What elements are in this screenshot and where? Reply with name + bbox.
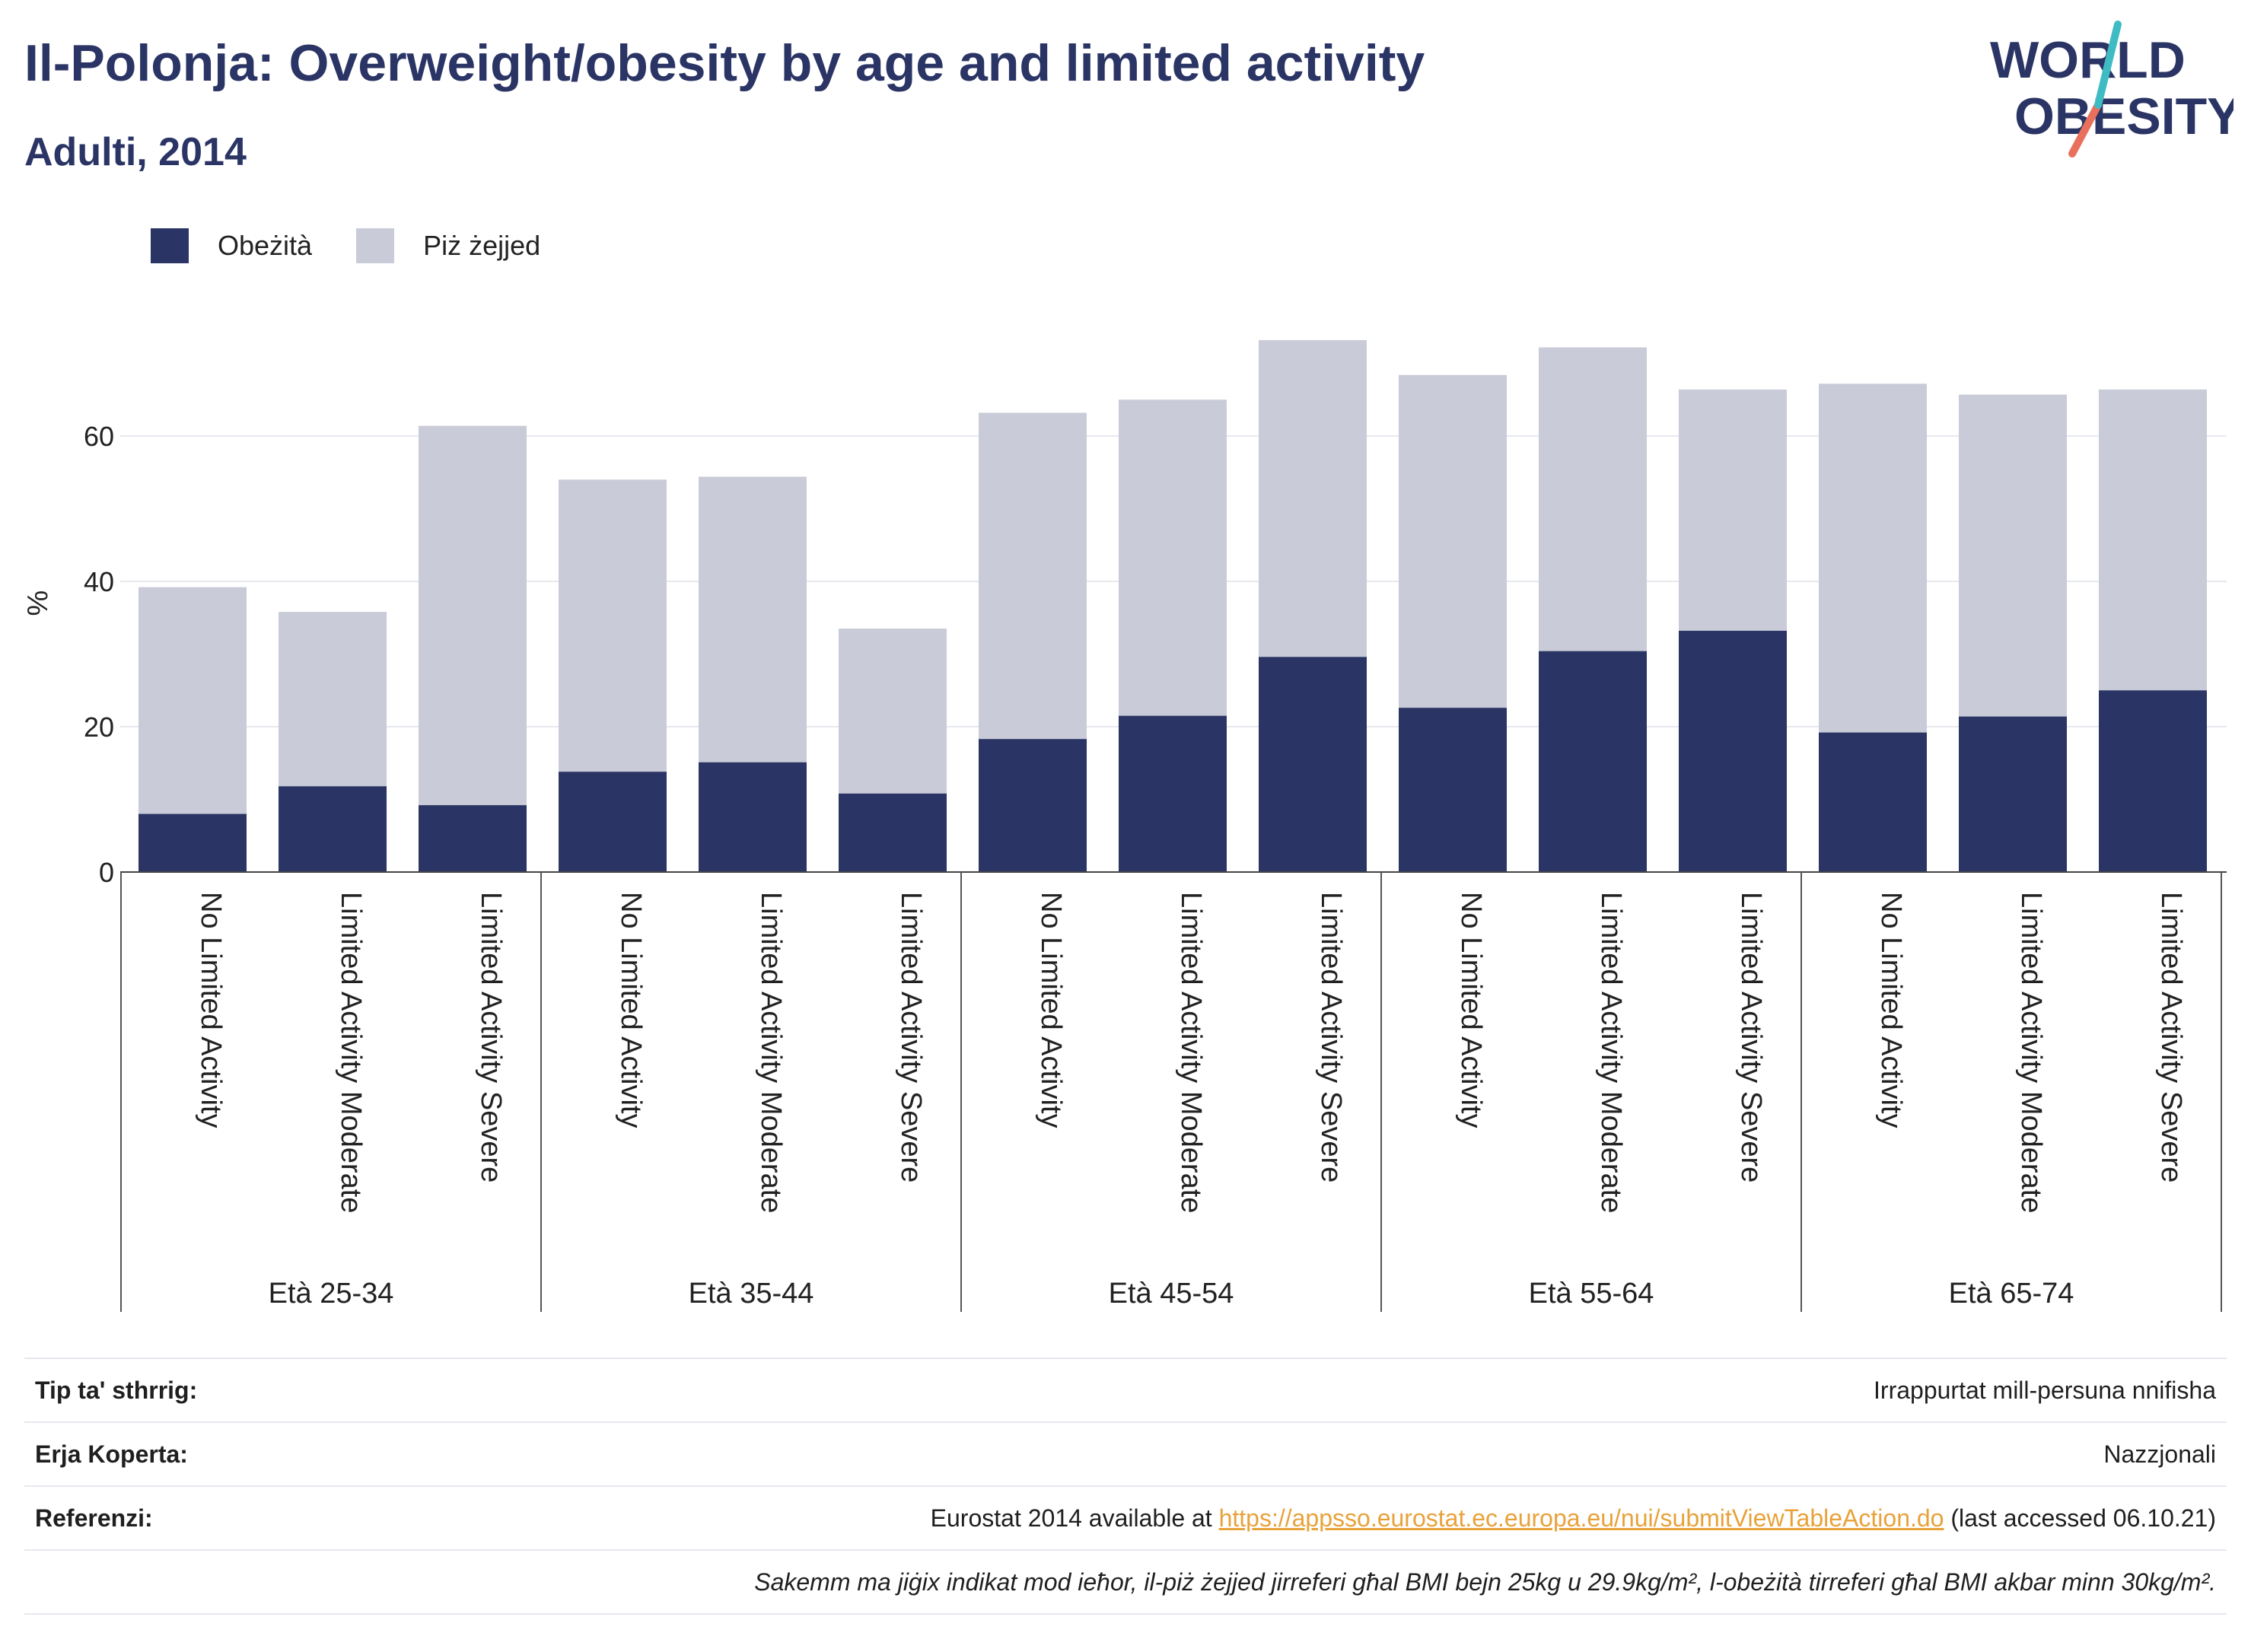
- bar-obesity: [279, 786, 387, 872]
- x-tick-label: No Limited Activity: [1875, 892, 1907, 1128]
- y-axis-label: %: [22, 590, 54, 616]
- legend-label-obesity: Obeżità: [218, 230, 313, 261]
- bar-obesity: [138, 813, 247, 872]
- reference-suffix: (last accessed 06.10.21): [1944, 1504, 2216, 1532]
- x-tick-label: Limited Activity Moderate: [1175, 892, 1207, 1213]
- x-tick-label: Limited Activity Moderate: [755, 892, 787, 1213]
- x-tick-label: Limited Activity Severe: [895, 892, 927, 1183]
- info-row-area: Erja Koperta: Nazzjonali: [24, 1421, 2227, 1485]
- legend-swatch-obesity: [151, 228, 189, 263]
- bar-obesity: [1399, 708, 1507, 872]
- legend-label-overweight: Piż żejjed: [423, 230, 541, 261]
- info-value-references: Eurostat 2014 available at https://appss…: [931, 1504, 2227, 1533]
- y-tick-label: 40: [84, 566, 114, 597]
- bar-obesity: [699, 762, 807, 872]
- bar-chart: 0 20 40 60% No Limited Activity Limited Activ…: [22, 339, 2227, 1312]
- info-value-area: Nazzjonali: [2103, 1440, 2216, 1468]
- info-row-note: Sakemm ma jiġix indikat mod ieħor, il-pi…: [24, 1549, 2227, 1615]
- group-label: Età 35-44: [689, 1278, 814, 1310]
- x-tick-label: Limited Activity Moderate: [2015, 892, 2047, 1213]
- x-tick-label: No Limited Activity: [1455, 892, 1487, 1128]
- logo-slash-teal: [2094, 21, 2122, 109]
- logo-slash-red: [2068, 101, 2102, 158]
- group-label: Età 65-74: [1949, 1278, 2074, 1310]
- x-tick-label: Limited Activity Moderate: [1595, 892, 1627, 1213]
- info-key-references: Referenzi:: [35, 1504, 153, 1532]
- logo-line-1: WORLD: [1990, 31, 2186, 89]
- bar-obesity: [2099, 690, 2207, 872]
- y-tick-label: 60: [84, 421, 114, 452]
- legend-swatch-overweight: [356, 228, 395, 263]
- reference-prefix: Eurostat 2014 available at: [930, 1504, 1219, 1532]
- legend-item-obesity: Obeżità: [151, 228, 312, 263]
- chart-subtitle: Adulti, 2014: [24, 130, 247, 174]
- chart-legend: Obeżità Piż żejjed: [151, 227, 584, 265]
- logo-line-2: OBESITY: [2014, 88, 2233, 145]
- x-tick-label: Limited Activity Moderate: [335, 892, 367, 1213]
- x-tick-label: Limited Activity Severe: [2155, 892, 2187, 1183]
- chart-title: Il-Polonja: Overweight/obesity by age an…: [24, 34, 1425, 92]
- bar-obesity: [979, 739, 1087, 872]
- x-tick-label: No Limited Activity: [195, 892, 227, 1128]
- reference-link[interactable]: https://appsso.eurostat.ec.europa.eu/nui…: [1218, 1504, 1944, 1532]
- y-tick-label: 0: [99, 857, 114, 888]
- info-note: Sakemm ma jiġix indikat mod ieħor, il-pi…: [754, 1568, 2216, 1596]
- info-row-survey-type: Tip ta' sthrrig: Irrappurtat mill-persun…: [24, 1358, 2227, 1421]
- group-label: Età 55-64: [1529, 1278, 1654, 1310]
- info-value-survey-type: Irrappurtat mill-persuna nnifisha: [1874, 1376, 2216, 1404]
- bar-obesity: [1119, 715, 1227, 872]
- x-tick-label: No Limited Activity: [615, 892, 647, 1128]
- x-tick-label: No Limited Activity: [1035, 892, 1067, 1128]
- info-row-references: Referenzi: Eurostat 2014 available at ht…: [24, 1485, 2227, 1549]
- x-tick-label: Limited Activity Severe: [475, 892, 507, 1183]
- bar-obesity: [1959, 716, 2067, 872]
- bar-obesity: [1819, 732, 1927, 872]
- bar-obesity: [1679, 630, 1787, 872]
- y-tick-label: 20: [84, 711, 114, 743]
- bar-obesity: [1259, 657, 1367, 872]
- bar-overweight: [419, 425, 527, 872]
- bar-obesity: [419, 805, 527, 872]
- world-obesity-logo: WORLD OBESITY: [1990, 21, 2233, 158]
- bar-obesity: [1539, 651, 1647, 872]
- bar-obesity: [839, 793, 947, 872]
- group-label: Età 45-54: [1109, 1278, 1234, 1310]
- group-label: Età 25-34: [269, 1278, 394, 1310]
- legend-item-overweight: Piż żejjed: [356, 228, 540, 263]
- info-table: Tip ta' sthrrig: Irrappurtat mill-persun…: [24, 1358, 2227, 1615]
- bar-obesity: [559, 772, 667, 872]
- x-tick-label: Limited Activity Severe: [1735, 892, 1767, 1183]
- info-key-area: Erja Koperta:: [35, 1440, 188, 1468]
- x-tick-label: Limited Activity Severe: [1315, 892, 1347, 1183]
- info-key-survey-type: Tip ta' sthrrig:: [35, 1376, 198, 1404]
